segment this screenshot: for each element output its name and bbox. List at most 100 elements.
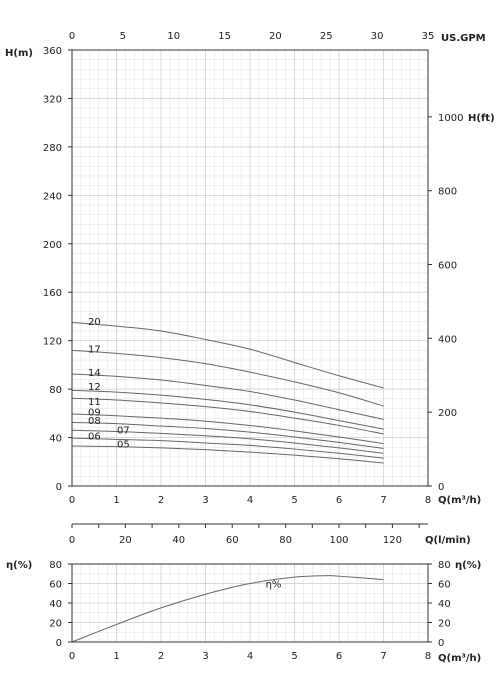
eff-x-axis-title: Q(m³/h): [438, 653, 481, 664]
x-tick-label: 3: [202, 495, 208, 506]
head-curve-08: [71, 421, 384, 449]
flow-lmin-scale: 0 20 40 60 80 100 120 Q(l/min): [69, 523, 471, 546]
ft-tick-label: 400: [438, 334, 457, 345]
lmin-tick-label: 120: [383, 535, 402, 546]
curve-label: 11: [88, 397, 101, 408]
eff-y-right-tick-label: 20: [438, 619, 451, 630]
head-grid: [71, 49, 429, 487]
curve-label: 17: [88, 344, 101, 355]
y-tick-label: 200: [43, 240, 62, 251]
eff-y-right-tick-label: 0: [438, 638, 444, 649]
eff-x-tick-label: 5: [291, 651, 297, 662]
gpm-tick-label: 25: [320, 31, 333, 42]
eff-x-tick-label: 1: [113, 651, 119, 662]
curve-label: 08: [88, 416, 101, 427]
y-tick-label: 360: [43, 46, 62, 57]
lmin-axis-title: Q(l/min): [425, 535, 471, 546]
ft-axis-title: H(ft): [468, 113, 495, 124]
y-tick-label: 120: [43, 337, 62, 348]
y-tick-label: 320: [43, 94, 62, 105]
lmin-tick-label: 100: [329, 535, 348, 546]
gpm-tick-label: 10: [167, 31, 180, 42]
head-curve-09: [71, 413, 384, 445]
eff-y-right-tick-label: 40: [438, 599, 451, 610]
eff-y-tick-label: 40: [49, 599, 62, 610]
eff-y-tick-label: 0: [56, 638, 62, 649]
curve-label: 05: [117, 440, 130, 451]
x-tick-label: 6: [336, 495, 342, 506]
head-curve-12: [71, 389, 384, 430]
y-tick-label: 240: [43, 191, 62, 202]
ft-tick-label: 200: [438, 408, 457, 419]
gpm-tick-label: 15: [218, 31, 231, 42]
gpm-tick-label: 5: [120, 31, 126, 42]
gpm-axis-title: US.GPM: [441, 33, 486, 44]
x-tick-label: 7: [380, 495, 386, 506]
eff-x-tick-label: 4: [247, 651, 253, 662]
curve-label: 07: [117, 426, 130, 437]
ft-tick-label: 0: [438, 482, 444, 493]
eff-x-tick-label: 2: [158, 651, 164, 662]
x-axis-title: Q(m³/h): [438, 495, 481, 506]
ft-tick-label: 800: [438, 187, 457, 198]
head-curve-20: [71, 322, 384, 389]
head-curve-05: [71, 445, 384, 464]
curve-label: 09: [88, 408, 101, 419]
head-curve-07: [71, 429, 384, 454]
y-tick-label: 280: [43, 143, 62, 154]
x-tick-label: 4: [247, 495, 253, 506]
x-tick-label: 5: [291, 495, 297, 506]
y-tick-label: 80: [49, 385, 62, 396]
gpm-tick-label: 0: [69, 31, 75, 42]
eff-y-right-tick-label: 80: [438, 560, 451, 571]
y-axis-title: H(m): [5, 48, 33, 59]
lmin-tick-label: 20: [119, 535, 132, 546]
gpm-tick-label: 35: [422, 31, 435, 42]
ft-tick-label: 600: [438, 261, 457, 272]
x-tick-label: 0: [69, 495, 75, 506]
head-curve-11: [71, 397, 384, 435]
eff-y-tick-label: 60: [49, 580, 62, 591]
x-tick-label: 2: [158, 495, 164, 506]
eff-y-axis-title: η(%): [6, 560, 32, 571]
eff-x-tick-label: 3: [202, 651, 208, 662]
y-tick-label: 0: [56, 482, 62, 493]
y-tick-label: 160: [43, 288, 62, 299]
eff-y-right-axis-title: η(%): [455, 560, 481, 571]
gpm-tick-label: 20: [269, 31, 282, 42]
lmin-tick-label: 60: [226, 535, 239, 546]
head-plot-frame: [71, 49, 429, 487]
eff-x-tick-label: 0: [69, 651, 75, 662]
lmin-tick-label: 40: [172, 535, 185, 546]
eff-y-right-tick-label: 60: [438, 580, 451, 591]
eff-x-tick-label: 8: [425, 651, 431, 662]
curve-label: 14: [88, 368, 101, 379]
head-curve-14: [71, 373, 384, 420]
head-curve-06: [71, 437, 384, 459]
x-tick-label: 8: [425, 495, 431, 506]
efficiency-curves: η%: [71, 575, 384, 643]
eff-x-tick-label: 7: [380, 651, 386, 662]
curve-label: 06: [88, 432, 101, 443]
lmin-tick-label: 80: [279, 535, 292, 546]
x-tick-label: 1: [113, 495, 119, 506]
eff-x-tick-label: 6: [336, 651, 342, 662]
gpm-tick-label: 30: [371, 31, 384, 42]
efficiency-curve: [71, 575, 384, 643]
eff-y-tick-label: 80: [49, 560, 62, 571]
efficiency-grid: [71, 563, 429, 643]
y-tick-label: 40: [49, 434, 62, 445]
ft-tick-label: 1000: [438, 113, 463, 124]
lmin-tick-label: 0: [69, 535, 75, 546]
efficiency-curve-label: η%: [266, 579, 282, 590]
curve-label: 12: [88, 382, 101, 393]
eff-y-tick-label: 20: [49, 619, 62, 630]
curve-label: 20: [88, 317, 101, 328]
head-curve-17: [71, 349, 384, 407]
